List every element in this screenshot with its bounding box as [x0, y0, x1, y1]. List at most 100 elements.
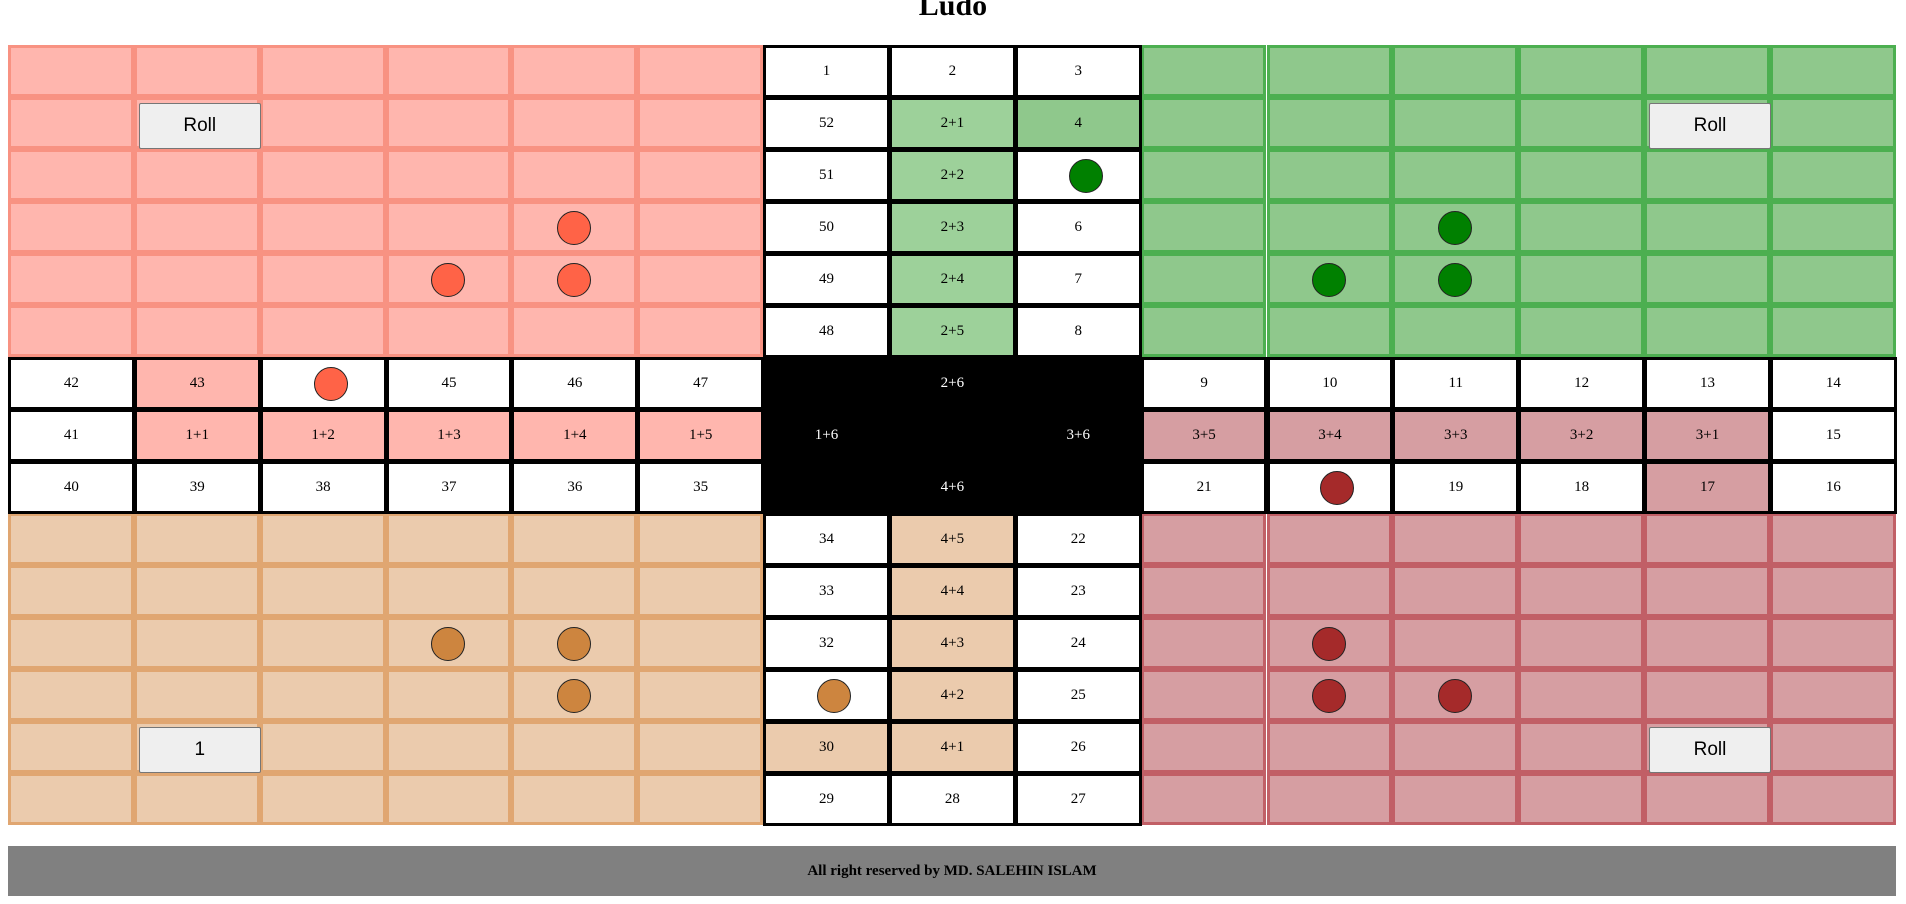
- track-square: 15: [1769, 409, 1897, 462]
- square-label: 23: [1070, 583, 1086, 599]
- home-cell-red: [637, 305, 764, 357]
- home-cell-tan: [8, 669, 134, 721]
- green-token[interactable]: [1312, 263, 1347, 297]
- square-label: 3+3: [1444, 427, 1468, 443]
- home-cell-tan: [637, 721, 764, 773]
- home-cell-green: [1266, 45, 1393, 97]
- home-cell-red: [259, 253, 386, 305]
- home-cell-red: [637, 45, 764, 97]
- track-square: 13: [1644, 357, 1771, 410]
- tan-token[interactable]: [557, 627, 592, 661]
- square-label: 45: [441, 375, 457, 391]
- tan-token[interactable]: [817, 679, 852, 713]
- home-cell-red: [133, 149, 260, 201]
- home-cell-maroon: [1644, 565, 1770, 617]
- home-cell-green: [1769, 97, 1896, 149]
- track-square: 25: [1014, 669, 1142, 722]
- square-label: 2+2: [940, 167, 965, 183]
- track-square: 33: [763, 565, 890, 618]
- track-square: 42: [8, 357, 135, 410]
- square-label: 1+5: [688, 427, 713, 443]
- green-token[interactable]: [1438, 263, 1473, 297]
- track-square: 2+5: [888, 305, 1016, 358]
- center-label: 4+6: [940, 479, 965, 495]
- center-square: 1+6: [763, 409, 890, 462]
- track-square: 34: [763, 513, 890, 566]
- home-cell-tan: [385, 721, 512, 773]
- home-cell-green: [1644, 45, 1770, 97]
- home-cell-tan: [637, 513, 764, 565]
- track-square: 14: [1769, 357, 1897, 410]
- home-cell-tan: [259, 669, 386, 721]
- red-token[interactable]: [557, 263, 592, 297]
- track-square: 32: [763, 617, 890, 670]
- track-square: 48: [763, 305, 890, 358]
- maroon-roll-button[interactable]: Roll: [1649, 727, 1771, 773]
- track-square: 4+4: [888, 565, 1016, 618]
- home-cell-maroon: [1769, 513, 1896, 565]
- square-label: 25: [1070, 687, 1086, 703]
- center-square: [888, 409, 1016, 462]
- home-cell-maroon: [1140, 617, 1267, 669]
- square-label: 32: [819, 635, 835, 651]
- maroon-token[interactable]: [1320, 471, 1355, 505]
- home-cell-tan: [259, 773, 386, 825]
- track-square: 37: [385, 461, 513, 514]
- square-label: 22: [1070, 531, 1086, 547]
- home-cell-red: [8, 97, 134, 149]
- track-square: 4+5: [888, 513, 1016, 566]
- track-square: 21: [1140, 461, 1268, 514]
- red-token[interactable]: [557, 211, 592, 245]
- square-label: 26: [1070, 739, 1086, 755]
- square-label: 46: [567, 375, 583, 391]
- home-cell-maroon: [1518, 617, 1645, 669]
- square-label: 33: [819, 583, 835, 599]
- tan-token[interactable]: [557, 679, 592, 713]
- track-square: 8: [1014, 305, 1142, 358]
- maroon-token[interactable]: [1312, 679, 1347, 713]
- maroon-token[interactable]: [1438, 679, 1473, 713]
- red-token[interactable]: [431, 263, 466, 297]
- square-label: 4+2: [940, 687, 965, 703]
- square-label: 2+3: [940, 219, 965, 235]
- home-cell-red: [637, 97, 764, 149]
- square-label: 35: [693, 479, 709, 495]
- track-square: 49: [763, 253, 890, 306]
- home-cell-red: [259, 149, 386, 201]
- track-square: 4: [1014, 97, 1142, 150]
- center-square: [763, 461, 890, 514]
- home-cell-tan: [511, 565, 638, 617]
- home-cell-tan: [133, 617, 260, 669]
- home-cell-green: [1140, 253, 1267, 305]
- square-label: 49: [819, 271, 835, 287]
- track-square: 52: [763, 97, 890, 150]
- home-cell-red: [637, 253, 764, 305]
- home-cell-maroon: [1392, 513, 1519, 565]
- track-square: 39: [133, 461, 261, 514]
- green-token[interactable]: [1438, 211, 1473, 245]
- tan-roll-button[interactable]: 1: [138, 727, 261, 773]
- square-label: 9: [1200, 375, 1208, 391]
- home-cell-tan: [8, 617, 134, 669]
- track-square: 19: [1392, 461, 1520, 514]
- maroon-token[interactable]: [1312, 627, 1347, 661]
- green-token[interactable]: [1068, 159, 1103, 193]
- track-square: 45: [385, 357, 513, 410]
- red-roll-button[interactable]: Roll: [138, 103, 261, 149]
- home-cell-green: [1392, 97, 1519, 149]
- tan-token[interactable]: [431, 627, 466, 661]
- green-roll-button[interactable]: Roll: [1649, 103, 1771, 149]
- home-cell-maroon: [1392, 669, 1519, 721]
- home-cell-green: [1140, 45, 1267, 97]
- home-cell-green: [1769, 149, 1896, 201]
- home-cell-maroon: [1140, 565, 1267, 617]
- track-square: 47: [637, 357, 765, 410]
- home-cell-red: [259, 45, 386, 97]
- home-cell-red: [259, 201, 386, 253]
- square-label: 42: [63, 375, 79, 391]
- track-square: 2+3: [888, 201, 1016, 254]
- home-cell-red: [385, 45, 512, 97]
- ludo-board: 123522+14512+25502+36492+47482+584243444…: [8, 45, 1897, 826]
- home-cell-tan: [8, 565, 134, 617]
- red-token[interactable]: [313, 367, 348, 401]
